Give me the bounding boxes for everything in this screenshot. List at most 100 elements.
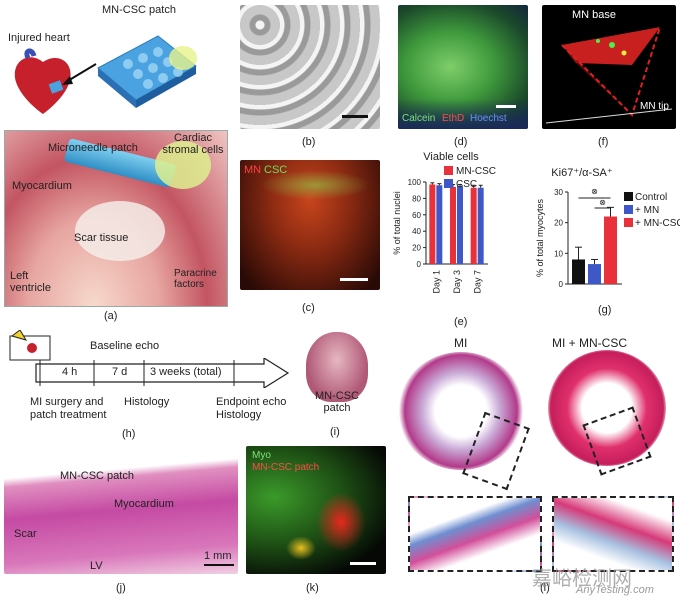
panel-c-image: MN CSC xyxy=(240,160,380,290)
myocardium-label: Myocardium xyxy=(114,498,174,510)
bar xyxy=(572,259,585,284)
chart-title: Ki67⁺/α-SA⁺ xyxy=(551,167,613,179)
y-tick-label: 0 xyxy=(559,280,564,289)
scale-bar xyxy=(350,562,376,565)
panel-e-chart: Viable cells 0 20 40 60 80 100 % of total nucle… xyxy=(392,151,496,294)
legend-label: MN-CSC xyxy=(456,166,496,177)
panel-j-image: MN-CSC patch Myocardium Scar LV 1 mm xyxy=(4,446,238,574)
myo-label: Myo xyxy=(252,450,271,461)
panel-d-label: (d) xyxy=(454,136,468,148)
y-tick-label: 100 xyxy=(408,178,422,187)
x-tick-label: Day 7 xyxy=(473,270,483,294)
panel-d-image: Calcein EthD Hoechst xyxy=(398,5,528,129)
scale-label: 1 mm xyxy=(204,550,232,562)
panel-l-label: (l) xyxy=(540,582,550,594)
y-axis-label: % of total myocytes xyxy=(535,198,545,277)
scar-label: Scar xyxy=(14,528,37,540)
hoechst-label: Hoechst xyxy=(470,113,507,124)
mouse-icon xyxy=(9,330,51,361)
bar xyxy=(604,216,617,284)
histology-label: Histology xyxy=(124,396,170,408)
bar xyxy=(477,187,484,264)
microneedle-patch-label: Microneedle patch xyxy=(48,142,138,154)
panel-b-image xyxy=(240,5,380,129)
cross-section-illustration xyxy=(4,130,228,307)
endpoint-label: Endpoint echo Histology xyxy=(216,396,287,421)
panel-c-label: (c) xyxy=(302,302,315,314)
legend-swatch xyxy=(624,205,633,214)
mi-title: MI xyxy=(454,336,468,350)
bar xyxy=(429,184,436,264)
panel-f-label: (f) xyxy=(598,136,609,148)
injured-heart-label: Injured heart xyxy=(8,32,70,44)
y-tick-label: 20 xyxy=(554,219,563,228)
y-tick-label: 20 xyxy=(412,244,421,253)
mi-mn-title: MI + MN-CSC xyxy=(552,336,627,350)
scale-bar xyxy=(340,278,368,281)
bar xyxy=(457,186,463,264)
scale-bar xyxy=(342,115,368,118)
panel-g-chart: Ki67⁺/α-SA⁺ 0 10 20 30 % of total myocytes ⊗⊗ C… xyxy=(535,167,680,289)
mn-label: MN xyxy=(244,164,262,176)
heart-illustration xyxy=(14,48,71,114)
legend-swatch xyxy=(624,218,633,227)
watermark-en: AnyTesting.com xyxy=(576,584,654,596)
mn-3d-render xyxy=(545,26,673,124)
panel-b-label: (b) xyxy=(302,136,316,148)
significance-mark: ⊗ xyxy=(599,198,606,207)
y-tick-label: 80 xyxy=(412,194,421,203)
mi-mn-heart-section xyxy=(548,350,666,466)
bar xyxy=(470,187,477,264)
y-tick-label: 60 xyxy=(412,211,421,220)
mi-mn-zoom-image xyxy=(552,496,674,572)
calcein-label: Calcein xyxy=(402,113,436,124)
time-3weeks: 3 weeks (total) xyxy=(150,366,222,378)
arrow-icon xyxy=(62,63,97,85)
mi-heart-section xyxy=(398,352,524,470)
bar xyxy=(588,264,601,284)
paracrine-factors-label: Paracrine factors xyxy=(174,268,217,290)
time-7d: 7 d xyxy=(112,366,128,378)
mn-csc-patch-illustration xyxy=(97,35,197,108)
mi-zoom-image xyxy=(408,496,542,572)
csc-label: CSC xyxy=(264,164,288,176)
significance-mark: ⊗ xyxy=(591,187,598,196)
timeline-arrow xyxy=(35,358,290,388)
panel-h: Baseline echo 4 h 7 d 3 weeks (total) MI… xyxy=(0,330,290,440)
legend-label: + MN xyxy=(635,205,659,216)
mi-surgery-label: MI surgery and patch treatment xyxy=(30,396,107,421)
baseline-echo-label: Baseline echo xyxy=(90,340,160,352)
time-4h: 4 h xyxy=(62,366,78,378)
panel-i-image xyxy=(306,332,368,402)
patch-title: MN-CSC patch xyxy=(102,4,176,16)
legend-swatch xyxy=(444,179,453,188)
legend-label: Control xyxy=(635,192,667,203)
mn-base-label: MN base xyxy=(572,9,617,21)
y-tick-label: 40 xyxy=(412,227,421,236)
legend-swatch xyxy=(624,192,633,201)
ethd-label: EthD xyxy=(442,113,465,124)
legend-swatch xyxy=(444,166,453,175)
legend-label: + MN-CSC xyxy=(635,218,680,229)
cardiac-stromal-cells-label: Cardiac stromal cells xyxy=(162,132,224,156)
left-ventricle-label: Left ventricle xyxy=(10,270,51,294)
x-tick-label: Day 1 xyxy=(431,270,441,294)
mn-csc-patch-label: MN-CSC patch xyxy=(252,462,320,473)
panel-i-label: (i) xyxy=(330,426,340,438)
panel-a-label: (a) xyxy=(104,310,118,322)
patch-label: MN-CSC patch xyxy=(315,390,359,414)
bar xyxy=(436,185,443,264)
panel-g-label: (g) xyxy=(598,304,612,316)
panel-a: MN-CSC patch Injured heart Microneedle p… xyxy=(0,0,230,325)
watermark-cn: 嘉峪检测网 xyxy=(532,568,632,590)
scale-bar xyxy=(496,105,516,108)
y-tick-label: 10 xyxy=(554,249,563,258)
panel-k-label: (k) xyxy=(306,582,319,594)
myocardium-label: Myocardium xyxy=(12,180,72,192)
legend-label: CSC xyxy=(456,179,477,190)
panel-j-label: (j) xyxy=(116,582,126,594)
scale-bar xyxy=(204,564,234,566)
panel-k-image: Myo MN-CSC patch xyxy=(246,446,386,574)
panel-h-label: (h) xyxy=(122,428,136,440)
lv-label: LV xyxy=(90,560,103,572)
